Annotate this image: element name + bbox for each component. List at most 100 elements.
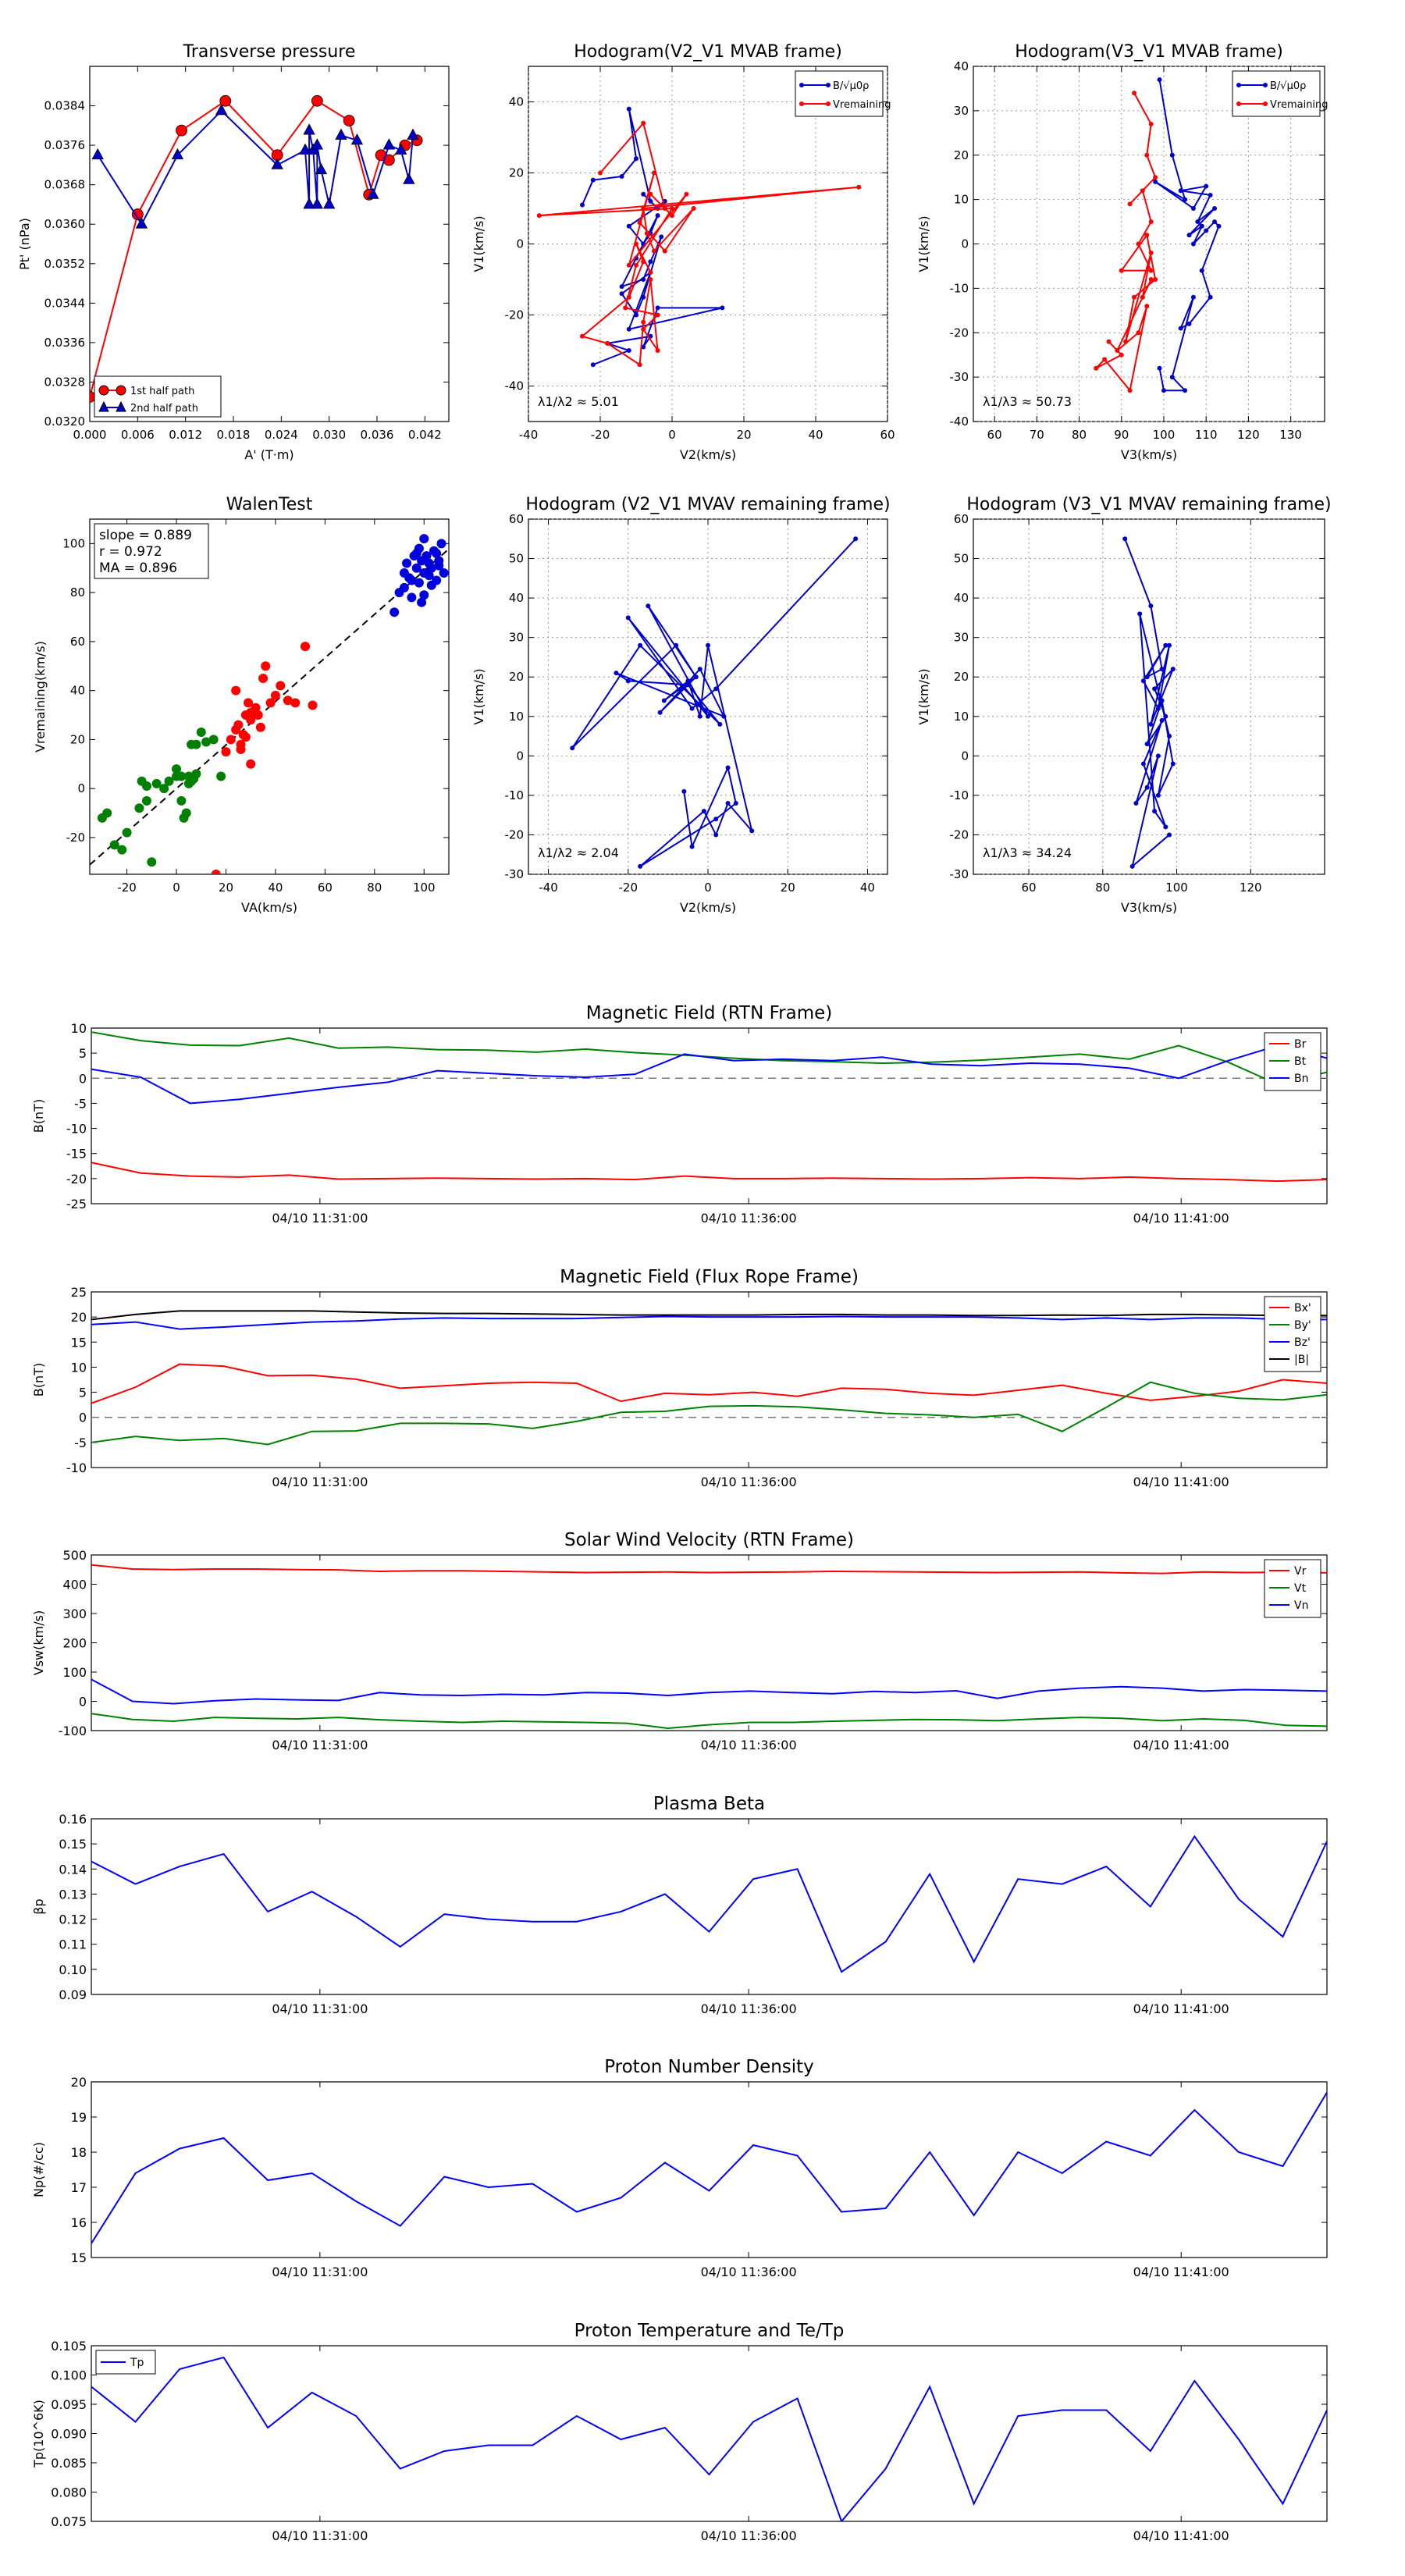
y-axis-label: V1(km/s)	[471, 215, 486, 272]
data-point	[652, 248, 656, 254]
x-tick-label: 04/10 11:36:00	[701, 2265, 797, 2279]
data-point	[253, 710, 263, 720]
data-point	[407, 592, 417, 603]
data-point	[1153, 277, 1158, 282]
x-tick-label: 0.030	[312, 428, 346, 442]
data-point	[255, 722, 265, 732]
legend-label: Bx'	[1294, 1302, 1311, 1315]
y-tick-label: 30	[954, 104, 969, 118]
data-point	[619, 291, 624, 297]
x-tick-label: 04/10 11:31:00	[272, 2265, 368, 2279]
data-point	[1144, 674, 1150, 680]
y-tick-label: -5	[74, 1436, 87, 1450]
data-point	[1178, 326, 1183, 331]
data-point	[233, 720, 244, 730]
x-tick-label: 130	[1279, 428, 1302, 442]
data-point	[637, 362, 642, 368]
data-point	[394, 143, 407, 155]
data-point	[648, 259, 653, 265]
chart-panel-4: -40 -20 0 20 40 -30 -20 -10 0 10 20 30 40 50 60Hodogra…	[471, 495, 891, 915]
data-point	[1159, 667, 1165, 672]
y-tick-label: 20	[954, 670, 969, 684]
y-tick-label: 40	[954, 591, 969, 605]
y-tick-label: 0.075	[51, 2514, 87, 2529]
data-point	[637, 220, 642, 226]
data-point	[1140, 188, 1145, 194]
plot-area	[90, 94, 423, 403]
data-point	[626, 326, 631, 332]
data-point	[311, 197, 324, 209]
y-tick-label: -10	[950, 281, 969, 295]
x-tick-label: 60	[318, 881, 333, 895]
data-point	[176, 124, 187, 137]
y-tick-label: 10	[954, 193, 969, 207]
data-point	[652, 170, 656, 176]
x-tick-label: 0.000	[73, 428, 107, 442]
data-point	[1144, 233, 1150, 238]
chart-panel-11: 0.075 0.080 0.085 0.090 0.095 0.100 0.105 04/10…	[31, 2321, 1328, 2543]
data-point	[265, 698, 276, 708]
y-tick-label: 0.100	[51, 2368, 87, 2383]
data-point	[311, 138, 324, 150]
x-tick-label: 80	[1072, 428, 1087, 442]
x-axis-label: V3(km/s)	[1121, 900, 1177, 915]
y-tick-label: 0.080	[51, 2485, 87, 2500]
y-tick-label: 0.16	[59, 1812, 87, 1827]
x-tick-label: 40	[860, 881, 875, 895]
y-axis-label: Pt' (nPa)	[17, 218, 32, 270]
data-point	[626, 262, 631, 268]
x-tick-label: 100	[1153, 428, 1176, 442]
data-point	[308, 700, 318, 710]
data-point	[1186, 233, 1192, 238]
x-tick-label: 100	[413, 881, 436, 895]
legend-marker	[1236, 83, 1241, 87]
data-point	[1129, 863, 1135, 869]
y-tick-label: 0.0376	[44, 138, 86, 152]
data-point	[1119, 352, 1124, 358]
data-point	[426, 580, 436, 590]
plot-frame	[973, 518, 1325, 875]
data-point	[1106, 339, 1112, 344]
legend-label: Tp	[130, 2357, 144, 2369]
x-tick-label: 0.036	[361, 428, 394, 442]
data-point	[1123, 339, 1129, 344]
data-point	[201, 737, 212, 747]
data-point	[648, 198, 653, 204]
data-point	[670, 213, 674, 219]
x-tick-label: 04/10 11:36:00	[701, 1475, 797, 1489]
legend-marker	[98, 400, 109, 412]
plot-frame	[91, 1818, 1328, 1995]
y-tick-label: 0.095	[51, 2397, 87, 2412]
data-point	[172, 764, 182, 774]
x-tick-label: 120	[1240, 881, 1262, 895]
data-point	[641, 319, 646, 325]
data-point	[659, 234, 664, 240]
x-tick-label: 120	[1237, 428, 1260, 442]
data-point	[706, 713, 710, 719]
y-tick-label: 15	[71, 1335, 87, 1350]
data-point	[436, 539, 446, 549]
y-tick-label: 0.0344	[44, 296, 86, 310]
data-point	[290, 698, 301, 708]
legend: B/√μ0ρ Vremaining	[1232, 70, 1329, 117]
data-point	[713, 817, 719, 822]
data-point	[246, 759, 256, 769]
x-tick-label: 0.018	[217, 428, 251, 442]
y-tick-label: 0	[516, 749, 524, 763]
data-point	[626, 294, 631, 300]
y-tick-label: 20	[954, 148, 969, 162]
y-tick-label: -20	[66, 831, 86, 845]
y-tick-label: 0.10	[59, 1962, 87, 1977]
data-point	[697, 667, 702, 672]
x-axis-label: V2(km/s)	[680, 447, 736, 462]
data-point	[644, 230, 649, 236]
data-point	[109, 840, 119, 850]
data-point	[315, 162, 328, 175]
data-point	[270, 690, 280, 700]
chart-panel-8: -100 0 100 200 300 400 500 04/10 11:31:00 04/10 …	[31, 1530, 1328, 1752]
x-tick-label: 04/10 11:41:00	[1133, 2001, 1229, 2016]
y-tick-label: 60	[954, 512, 969, 526]
y-tick-label: -15	[66, 1147, 87, 1162]
data-point	[1190, 206, 1196, 211]
data-point	[614, 671, 619, 676]
